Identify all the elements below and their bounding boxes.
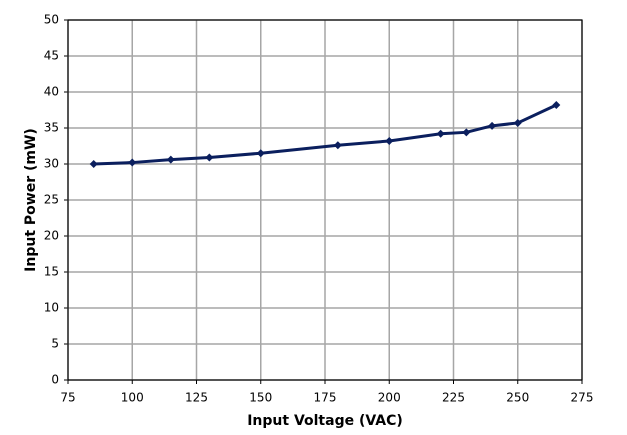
y-tick-label: 25 bbox=[44, 193, 59, 207]
y-tick-label: 20 bbox=[44, 229, 59, 243]
y-tick-label: 10 bbox=[44, 301, 59, 315]
y-tick-label: 35 bbox=[44, 121, 59, 135]
x-tick-label: 100 bbox=[121, 391, 144, 405]
y-tick-label: 40 bbox=[44, 85, 59, 99]
data-point bbox=[166, 155, 175, 164]
x-tick-label: 75 bbox=[60, 391, 75, 405]
data-point bbox=[552, 100, 561, 109]
y-tick-label: 5 bbox=[51, 337, 59, 351]
plot-frame bbox=[67, 19, 583, 381]
x-tick-label: 250 bbox=[506, 391, 529, 405]
y-tick-label: 0 bbox=[51, 373, 59, 387]
y-tick-label: 50 bbox=[44, 13, 59, 27]
y-tick-label: 45 bbox=[44, 49, 59, 63]
data-point bbox=[256, 149, 265, 158]
data-point bbox=[436, 129, 445, 138]
data-point bbox=[333, 141, 342, 150]
data-point bbox=[462, 128, 471, 137]
x-tick-label: 200 bbox=[378, 391, 401, 405]
data-point bbox=[385, 136, 394, 145]
x-tick-label: 150 bbox=[249, 391, 272, 405]
data-point bbox=[128, 158, 137, 167]
y-tick-label: 15 bbox=[44, 265, 59, 279]
x-tick-label: 175 bbox=[314, 391, 337, 405]
x-tick-label: 225 bbox=[442, 391, 465, 405]
x-axis-title: Input Voltage (VAC) bbox=[247, 413, 403, 429]
data-point bbox=[513, 118, 522, 127]
data-point bbox=[488, 121, 497, 130]
y-tick-label: 30 bbox=[44, 157, 59, 171]
x-tick-label: 125 bbox=[185, 391, 208, 405]
data-point bbox=[89, 160, 98, 168]
data-line bbox=[93, 103, 557, 166]
y-axis-title: Input Power (mW) bbox=[23, 128, 39, 272]
data-point bbox=[205, 153, 214, 162]
x-tick-label: 275 bbox=[571, 391, 594, 405]
